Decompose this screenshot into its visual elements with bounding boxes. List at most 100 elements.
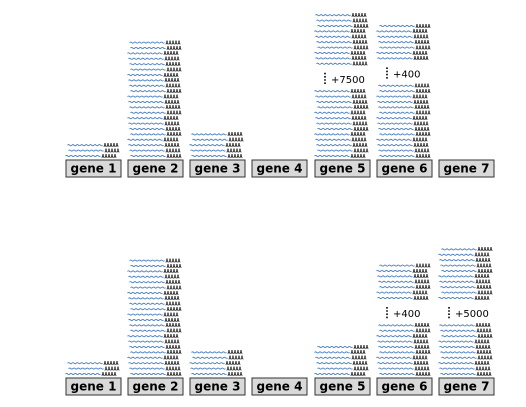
- sequencing-read: AAAAA: [438, 339, 490, 345]
- sequencing-read: AAAAA: [129, 40, 181, 46]
- sequencing-read: AAAAA: [314, 154, 366, 160]
- read-sequence: [127, 313, 163, 316]
- read-sequence: [438, 275, 474, 278]
- read-sequence: [192, 356, 228, 359]
- read-sequence: [191, 155, 227, 157]
- polya-tail: AAAAA: [353, 40, 368, 46]
- polya-tail: AAAAA: [476, 258, 491, 264]
- read-sequence: [314, 111, 350, 114]
- read-sequence: [376, 95, 412, 98]
- read-sequence: [377, 144, 413, 147]
- polya-tail: AAAAA: [354, 105, 369, 111]
- polya-tail: AAAAA: [478, 356, 493, 362]
- polya-tail: AAAAA: [354, 24, 369, 30]
- polya-tail: AAAAA: [105, 148, 120, 154]
- sequencing-read: AAAAA: [376, 51, 428, 57]
- sequencing-read: AAAAA: [379, 263, 431, 269]
- polya-tail: AAAAA: [352, 35, 367, 41]
- polya-tail: AAAAA: [351, 350, 366, 356]
- read-sequence: [376, 52, 412, 54]
- sequencing-read: AAAAA: [438, 253, 490, 259]
- polya-tail: AAAAA: [166, 302, 181, 308]
- sequencing-read: AAAAA: [189, 361, 241, 367]
- sequencing-read: AAAAA: [439, 258, 491, 264]
- read-sequence: [191, 373, 227, 375]
- polya-tail: AAAAA: [166, 148, 181, 154]
- read-sequence: [439, 259, 475, 262]
- sequencing-read: AAAAA: [317, 366, 369, 372]
- polya-tail: AAAAA: [414, 35, 429, 41]
- polya-tail: AAAAA: [351, 111, 366, 117]
- polya-tail: AAAAA: [165, 100, 180, 106]
- read-sequence: [65, 373, 101, 375]
- sequencing-read: AAAAA: [315, 13, 367, 19]
- polya-tail: AAAAA: [415, 148, 430, 154]
- sequencing-read: AAAAA: [130, 132, 182, 138]
- polya-tail: AAAAA: [413, 269, 428, 275]
- polya-tail: AAAAA: [167, 350, 182, 356]
- read-sequence: [441, 270, 477, 272]
- read-sequence: [379, 46, 415, 49]
- polya-tail: AAAAA: [414, 100, 429, 106]
- read-sequence: [128, 340, 164, 343]
- sequencing-read: AAAAA: [377, 56, 429, 62]
- read-sequence: [376, 356, 412, 359]
- read-sequence: [379, 111, 415, 114]
- polya-tail: AAAAA: [167, 111, 182, 117]
- sequencing-read: AAAAA: [438, 296, 490, 302]
- polya-tail: AAAAA: [164, 334, 179, 340]
- read-sequence: [440, 286, 476, 289]
- gene-label: gene 5: [320, 162, 366, 176]
- sequencing-read: AAAAA: [314, 132, 366, 138]
- sequencing-read: AAAAA: [130, 46, 182, 52]
- sequencing-read: AAAAA: [376, 29, 428, 35]
- sequencing-read: AAAAA: [67, 361, 119, 367]
- read-sequence: [130, 373, 166, 375]
- polya-tail: AAAAA: [167, 46, 182, 52]
- sequencing-read: AAAAA: [129, 258, 181, 264]
- read-sequence: [315, 35, 351, 38]
- polya-tail: AAAAA: [165, 275, 180, 281]
- polya-tail: AAAAA: [164, 269, 179, 275]
- read-sequence: [379, 155, 415, 157]
- read-sequence: [315, 95, 351, 98]
- sequencing-read: AAAAA: [127, 291, 179, 297]
- polya-tail: AAAAA: [478, 290, 493, 296]
- read-sequence: [379, 25, 415, 27]
- read-sequence: [130, 90, 166, 93]
- polya-tail: AAAAA: [165, 361, 180, 367]
- polya-tail: AAAAA: [478, 334, 493, 340]
- read-sequence: [129, 106, 165, 109]
- polya-tail: AAAAA: [477, 285, 492, 291]
- read-sequence: [129, 149, 165, 152]
- polya-tail: AAAAA: [476, 280, 491, 286]
- polya-tail: AAAAA: [164, 94, 179, 100]
- read-sequence: [378, 149, 414, 152]
- polya-tail: AAAAA: [353, 100, 368, 106]
- polya-tail: AAAAA: [104, 361, 119, 367]
- polya-tail: AAAAA: [352, 138, 367, 144]
- sequencing-read: AAAAA: [314, 51, 366, 57]
- read-sequence: [317, 106, 353, 109]
- read-sequence: [129, 367, 165, 370]
- read-sequence: [130, 265, 166, 267]
- polya-tail: AAAAA: [416, 24, 431, 30]
- read-sequence: [378, 106, 414, 109]
- sequencing-read: AAAAA: [316, 18, 368, 24]
- polya-tail: AAAAA: [102, 372, 117, 378]
- polya-tail: AAAAA: [351, 51, 366, 57]
- sequencing-read: AAAAA: [317, 24, 369, 30]
- polya-tail: AAAAA: [353, 361, 368, 367]
- read-sequence: [314, 373, 350, 375]
- sequencing-read: AAAAA: [190, 366, 242, 372]
- polya-tail: AAAAA: [167, 89, 182, 95]
- additional-reads-count: +400: [393, 309, 420, 320]
- gene-column: gene 7: [438, 159, 495, 178]
- sequencing-read: AAAAA: [127, 116, 179, 122]
- polya-tail: AAAAA: [415, 40, 430, 46]
- read-sequence: [127, 356, 163, 359]
- polya-tail: AAAAA: [166, 280, 181, 286]
- sequencing-read: AAAAA: [316, 361, 368, 367]
- polya-tail: AAAAA: [167, 307, 182, 313]
